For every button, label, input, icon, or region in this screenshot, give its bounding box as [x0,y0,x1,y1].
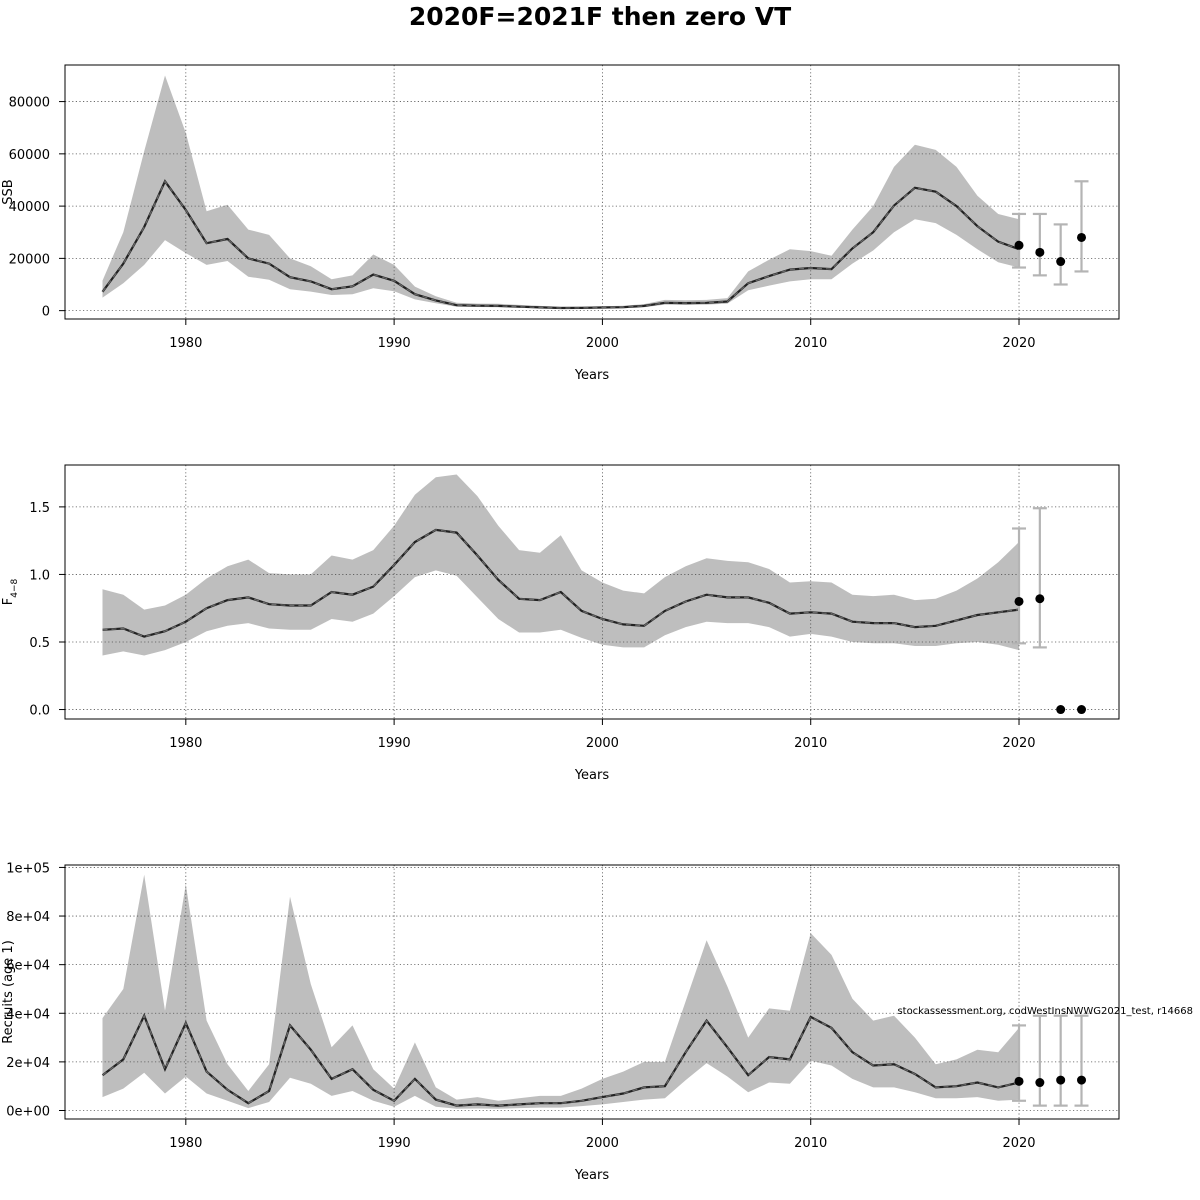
plot-frame [64,64,1120,320]
y-tick-label: 40000 [9,200,50,215]
y-tick-label: 0 [42,305,50,320]
x-tick-label: 2020 [1002,736,1035,751]
x-tick-label: 1980 [169,1136,202,1151]
y-axis-label-subscript: 4−8 [10,578,20,597]
x-axis-label: Years [574,768,610,783]
plot-frame [64,864,1120,1120]
y-axis-label: SSB [1,179,16,204]
chart-panel-3: 1980 1990 2000 2010 2020 0e+00 2e+04 4e+04 6e+04… [1,861,1120,1183]
y-axis-label: F4−8 [1,578,20,605]
forecast-point [1056,257,1066,267]
chart-panel-2: 1980 1990 2000 2010 2020 0.0 0.5 1.0 1.5 Years F4−… [1,464,1120,783]
x-tick-label: 2000 [586,736,619,751]
y-tick-label: 1.0 [29,568,50,583]
y-tick-label: 20000 [9,252,50,267]
chart-panel-1: 1980 1990 2000 2010 2020 0 20000 40000 60000 8000… [1,64,1120,383]
confidence-band [102,474,1019,656]
plot-area [65,465,1119,719]
x-tick-label: 1990 [378,1136,411,1151]
y-tick-label: 2e+04 [6,1056,50,1071]
forecast-point [1035,1078,1045,1088]
x-tick-label: 2010 [794,1136,827,1151]
confidence-band [102,874,1019,1109]
y-tick-label: 8e+04 [6,910,50,925]
forecast-point [1035,247,1045,257]
y-tick-label: 0.0 [29,704,50,719]
y-tick-label: 1.5 [29,501,50,516]
y-tick-label: 0.5 [29,636,50,651]
estimate-line [101,1012,1020,1107]
x-tick-label: 2010 [794,736,827,751]
x-tick-label: 1990 [378,336,411,351]
y-tick-label: 4e+04 [6,1007,50,1022]
x-tick-label: 2010 [794,336,827,351]
watermark: stockassessment.org, codWestInsNWWG2021_… [897,1006,1193,1017]
forecast-point [1056,705,1066,715]
estimate-line-dash [102,180,1020,309]
forecast-point [1077,705,1087,715]
y-tick-label: 6e+04 [6,959,50,974]
plot-area [65,865,1119,1119]
figure-title: 2020F=2021F then zero VT [409,2,791,31]
x-tick-label: 1980 [169,736,202,751]
y-tick-label: 80000 [9,96,50,111]
y-tick-label: 60000 [9,148,50,163]
forecast-point [1014,1076,1024,1086]
forecast-point [1014,596,1024,606]
forecast-point [1077,1075,1087,1085]
x-tick-label: 2000 [586,336,619,351]
y-tick-label: 0e+00 [6,1104,50,1119]
forecast-point [1014,240,1024,250]
x-axis-label: Years [574,368,610,383]
plot-area [65,65,1119,319]
x-tick-label: 2020 [1002,336,1035,351]
panels: 1980 1990 2000 2010 2020 0 20000 40000 60000 8000… [1,64,1120,1183]
y-tick-label: 1e+05 [6,861,50,876]
x-tick-label: 1990 [378,736,411,751]
confidence-band [102,75,1019,309]
forecast-point [1056,1075,1066,1085]
forecast-point [1035,594,1045,604]
estimate-line-dash [102,529,1020,638]
forecast-point [1077,232,1087,242]
x-tick-label: 1980 [169,336,202,351]
x-axis-label: Years [574,1168,610,1183]
y-axis-label: Recruits (age 1) [1,940,16,1044]
plot-frame [64,464,1120,720]
x-tick-label: 2020 [1002,1136,1035,1151]
x-tick-label: 2000 [586,1136,619,1151]
